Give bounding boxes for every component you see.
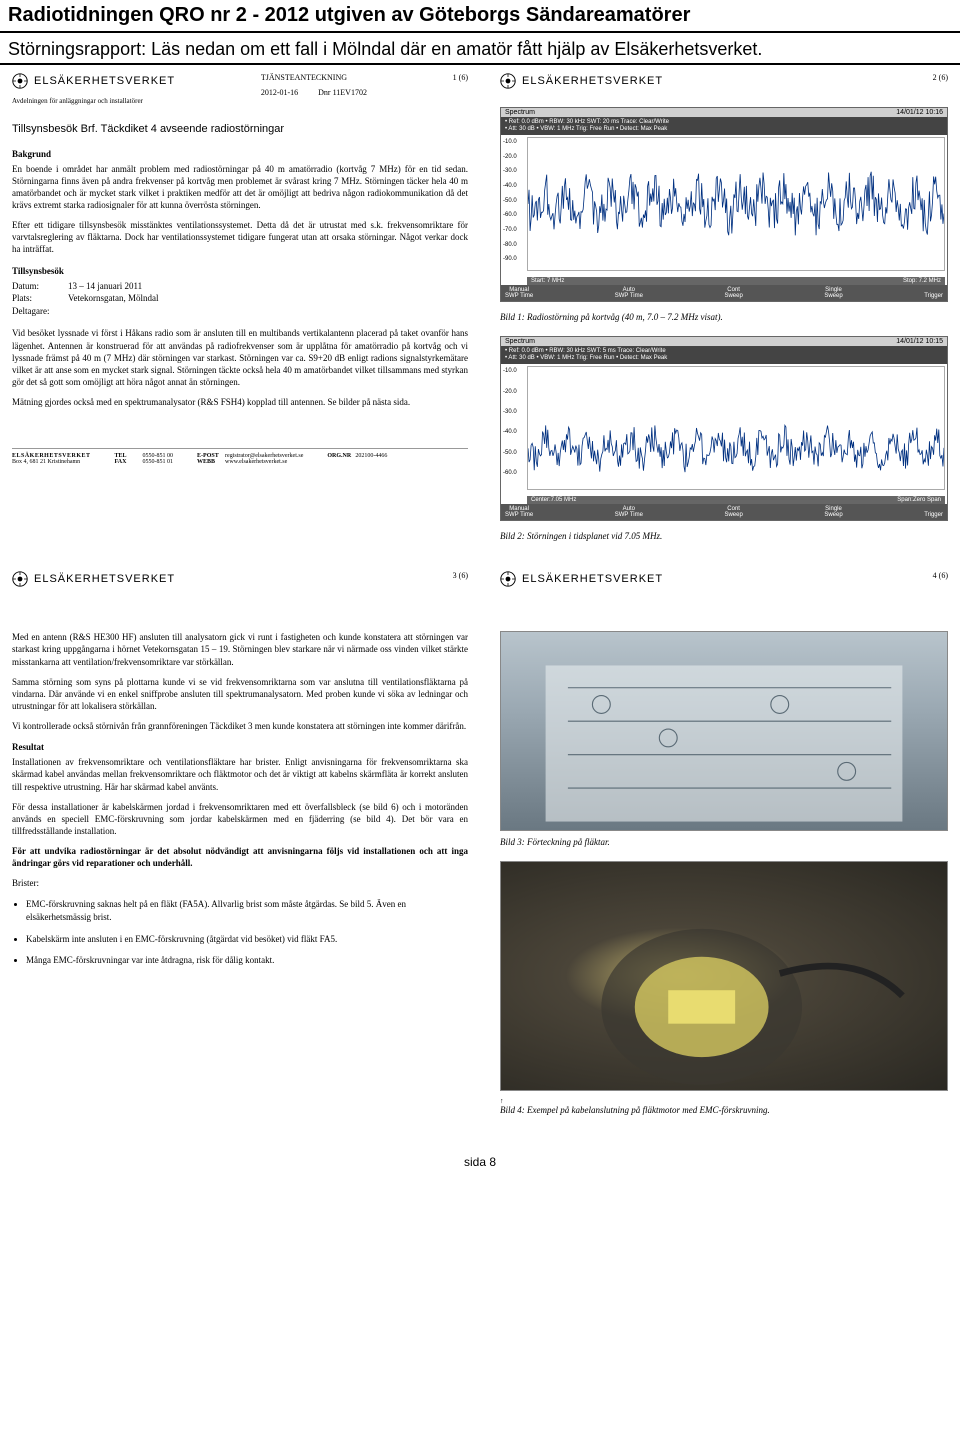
- page-number-2: 2 (6): [933, 73, 948, 93]
- webb-value: www.elsakerhetsverket.se: [225, 459, 287, 465]
- p3-p1: Med en antenn (R&S HE300 HF) ansluten ti…: [12, 631, 468, 667]
- photo-bild-4: [500, 861, 948, 1091]
- caption-2: Bild 2: Störningen i tidsplanet vid 7.05…: [500, 531, 948, 541]
- datum-label: Datum:: [12, 280, 68, 293]
- spec1-xstop: Stop: 7.2 MHz: [903, 278, 941, 284]
- agency-logo-icon: [12, 571, 28, 587]
- spec1-yaxis: -10.0-20.0-30.0-40.0-50.0-60.0-70.0-80.0…: [503, 135, 527, 285]
- spec2-grid: [527, 366, 945, 490]
- page-number-3: 3 (6): [453, 571, 468, 591]
- agency-name: ELSÄKERHETSVERKET: [522, 573, 663, 585]
- fax-value: 0550-851 01: [143, 459, 174, 465]
- spec2-xspan: Span:Zero Span: [897, 497, 941, 503]
- department-label: Avdelningen för anläggningar och install…: [12, 97, 468, 105]
- agency-logo-icon: [12, 73, 28, 89]
- spec2-trace: [528, 367, 944, 489]
- brist-1: EMC-förskruvning saknas helt på en fläkt…: [26, 898, 468, 925]
- caption-1: Bild 1: Radiostörning på kortvåg (40 m, …: [500, 312, 948, 322]
- agency-logo-block-4: ELSÄKERHETSVERKET: [500, 571, 663, 587]
- agency-name: ELSÄKERHETSVERKET: [522, 75, 663, 87]
- page-3: ELSÄKERHETSVERKET 3 (6) Med en antenn (R…: [0, 563, 480, 1137]
- spec1-title-l: Spectrum: [505, 109, 535, 116]
- brister-list: EMC-förskruvning saknas helt på en fläkt…: [26, 898, 468, 968]
- spec2-info2: • Att: 30 dB • VBW: 1 MHz Trig: Free Run…: [505, 355, 943, 362]
- page-1: ELSÄKERHETSVERKET TJÄNSTEANTECKNING 2012…: [0, 65, 480, 564]
- spec1-grid: [527, 137, 945, 271]
- spec1-bottombar: ManualSWP TimeAutoSWP TimeContSweepSingl…: [501, 285, 947, 301]
- p3-p2: Samma störning som syns på plottarna kun…: [12, 676, 468, 712]
- visit-p1: Vid besöket lyssnade vi först i Håkans r…: [12, 327, 468, 388]
- plats-value: Vetekornsgatan, Mölndal: [68, 293, 158, 303]
- brist-3: Många EMC-förskruvningar var inte åtdrag…: [26, 954, 468, 968]
- page-number-1: 1 (6): [453, 73, 468, 82]
- spec2-yaxis: -10.0-20.0-30.0-40.0-50.0-60.0: [503, 364, 527, 504]
- doc-type-label: TJÄNSTEANTECKNING: [261, 73, 367, 82]
- p3-p6: För att undvika radiostörningar är det a…: [12, 845, 468, 869]
- plats-row: Plats:Vetekornsgatan, Mölndal: [12, 292, 468, 305]
- page-4: ELSÄKERHETSVERKET 4 (6) Bild 3: Förteckn…: [480, 563, 960, 1137]
- motor-overlay-icon: [501, 862, 947, 1118]
- agency-logo-block: ELSÄKERHETSVERKET: [12, 73, 175, 89]
- spec2-title-r: 14/01/12 10:15: [896, 338, 943, 345]
- page1-footer: ELSÄKERHETSVERKET Box 4, 681 21 Kristine…: [12, 448, 468, 465]
- background-heading: Bakgrund: [12, 149, 468, 159]
- spec2-bottombar: ManualSWP TimeAutoSWP TimeContSweepSingl…: [501, 504, 947, 520]
- publication-title: Radiotidningen QRO nr 2 - 2012 utgiven a…: [0, 0, 960, 33]
- visit-heading: Tillsynsbesök: [12, 266, 468, 276]
- p3-p7: Brister:: [12, 877, 468, 889]
- page-2: ELSÄKERHETSVERKET 2 (6) Spectrum 14/01/12…: [480, 65, 960, 564]
- spec1-xstart: Start: 7 MHz: [531, 278, 564, 284]
- fax-label: FAX: [115, 459, 143, 465]
- plats-label: Plats:: [12, 292, 68, 305]
- background-p2: Efter ett tidigare tillsynsbesök misstän…: [12, 219, 468, 255]
- result-heading: Resultat: [12, 742, 468, 752]
- datum-value: 13 – 14 januari 2011: [68, 281, 142, 291]
- agency-name: ELSÄKERHETSVERKET: [34, 573, 175, 585]
- spectrum-plot-2: Spectrum 14/01/12 10:15 • Ref: 0.0 dBm • …: [500, 336, 948, 521]
- brist-2: Kabelskärm inte ansluten i en EMC-förskr…: [26, 933, 468, 947]
- spec1-info2: • Att: 30 dB • VBW: 1 MHz Trig: Free Run…: [505, 126, 943, 133]
- publication-page-number: sida 8: [0, 1137, 960, 1175]
- agency-logo-block-2: ELSÄKERHETSVERKET: [500, 73, 663, 89]
- page-number-4: 4 (6): [933, 571, 948, 591]
- spec1-info1: • Ref: 0.0 dBm • RBW: 30 kHz SWT: 20 ms …: [505, 119, 943, 126]
- visit-p2: Mätning gjordes också med en spektrumana…: [12, 396, 468, 408]
- photo-bild-3: [500, 631, 948, 831]
- doc-date: 2012-01-16: [261, 88, 298, 97]
- spec1-title-r: 14/01/12 10:16: [896, 109, 943, 116]
- deltagare-label: Deltagare:: [12, 305, 68, 318]
- background-p1: En boende i området har anmält problem m…: [12, 163, 468, 212]
- p3-p5: För dessa installationer är kabelskärmen…: [12, 801, 468, 837]
- agency-logo-icon: [500, 73, 516, 89]
- datum-row: Datum:13 – 14 januari 2011: [12, 280, 468, 293]
- spec2-info1: • Ref: 0.0 dBm • RBW: 30 kHz SWT: 5 ms T…: [505, 348, 943, 355]
- spec2-title-l: Spectrum: [505, 338, 535, 345]
- spec2-xcenter: Center:7.05 MHz: [531, 497, 576, 503]
- publication-subtitle: Störningsrapport: Läs nedan om ett fall …: [0, 33, 960, 65]
- agency-name: ELSÄKERHETSVERKET: [34, 75, 175, 87]
- agency-logo-icon: [500, 571, 516, 587]
- footer-addr2: Box 4, 681 21 Kristinehamn: [12, 459, 91, 465]
- spectrum-plot-1: Spectrum 14/01/12 10:16 • Ref: 0.0 dBm • …: [500, 107, 948, 302]
- spec1-trace: [528, 138, 944, 270]
- org-label: ORG.NR: [327, 453, 355, 459]
- webb-label: WEBB: [197, 459, 225, 465]
- org-value: 202100-4466: [355, 453, 387, 459]
- document-title: Tillsynsbesök Brf. Täckdiket 4 avseende …: [12, 123, 468, 135]
- p3-p3: Vi kontrollerade också störnivån från gr…: [12, 720, 468, 732]
- sketch-overlay-icon: [501, 632, 947, 855]
- agency-logo-block-3: ELSÄKERHETSVERKET: [12, 571, 175, 587]
- pages-container: ELSÄKERHETSVERKET TJÄNSTEANTECKNING 2012…: [0, 65, 960, 1138]
- deltagare-row: Deltagare:: [12, 305, 468, 318]
- p3-p4: Installationen av frekvensomriktare och …: [12, 756, 468, 792]
- doc-dnr: Dnr 11EV1702: [318, 88, 367, 97]
